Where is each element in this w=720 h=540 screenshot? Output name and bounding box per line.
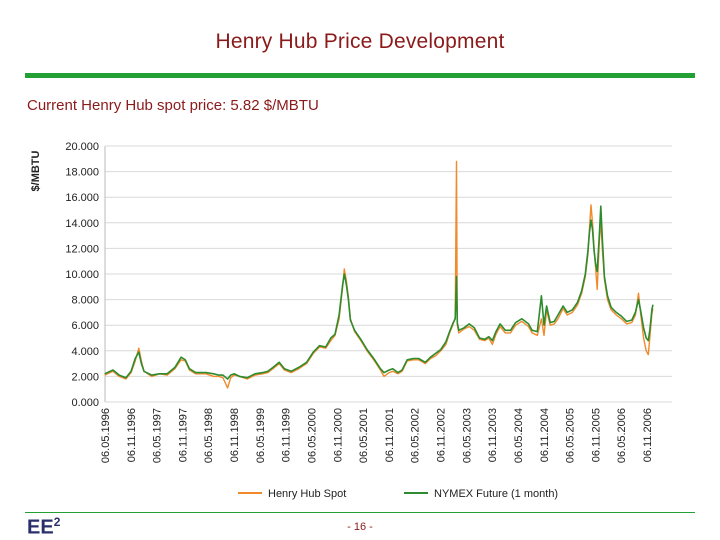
x-tick-label: 06.05.2006 <box>616 408 628 463</box>
x-tick-label: 06.05.1996 <box>100 408 112 463</box>
nymex-future-line <box>104 205 654 380</box>
y-tick-label: 20.000 <box>65 141 99 153</box>
x-tick-label: 06.11.2003 <box>487 408 499 462</box>
y-tick-label: 4.000 <box>71 346 99 358</box>
y-tick-label: 6.000 <box>71 320 99 332</box>
x-tick-label: 06.05.2003 <box>461 408 473 463</box>
company-logo: EE2 <box>27 515 61 539</box>
x-tick-label: 06.11.1999 <box>281 408 293 462</box>
legend-henry-hub-spot-label: Henry Hub Spot <box>268 488 346 500</box>
y-tick-label: 2.000 <box>71 371 99 383</box>
x-tick-label: 06.05.1999 <box>255 408 267 463</box>
page-title: Henry Hub Price Development <box>215 30 505 53</box>
y-tick-label: 0.000 <box>71 397 99 409</box>
y-tick-label: 16.000 <box>65 192 99 204</box>
x-tick-label: 06.11.2001 <box>384 408 396 462</box>
x-tick-label: 06.11.1997 <box>177 408 189 462</box>
x-tick-label: 06.11.2000 <box>332 408 344 462</box>
y-tick-label: 10.000 <box>65 269 99 281</box>
subtitle: Current Henry Hub spot price: 5.82 $/MBT… <box>27 97 319 114</box>
footer-divider <box>25 512 695 513</box>
y-tick-label: 8.000 <box>71 295 99 307</box>
x-tick-label: 06.05.2005 <box>565 408 577 463</box>
title-divider <box>25 73 695 78</box>
x-tick-label: 06.05.2002 <box>410 408 422 463</box>
x-tick-label: 06.11.1996 <box>126 408 138 462</box>
x-tick-label: 06.11.2006 <box>642 408 654 462</box>
y-tick-label: 14.000 <box>65 218 99 230</box>
x-tick-label: 06.11.2002 <box>436 408 448 462</box>
price-chart: 0.000 2.000 4.000 6.000 8.000 10.000 12.000 14.… <box>30 141 672 500</box>
x-tick-label: 06.05.2004 <box>513 408 525 463</box>
x-tick-label: 06.05.2001 <box>358 408 370 463</box>
legend-nymex-future-label: NYMEX Future (1 month) <box>434 488 558 500</box>
henry-hub-spot-line <box>104 160 654 389</box>
y-axis-label: $/MBTU <box>30 150 42 191</box>
page-number: - 16 - <box>347 521 373 533</box>
x-tick-label: 06.05.1998 <box>203 408 215 463</box>
y-tick-label: 18.000 <box>65 167 99 179</box>
x-tick-label: 06.11.2005 <box>590 408 602 462</box>
x-tick-label: 06.11.1998 <box>229 408 241 462</box>
y-tick-label: 12.000 <box>65 243 99 255</box>
x-tick-label: 06.05.1997 <box>152 408 164 463</box>
x-tick-label: 06.11.2004 <box>539 408 551 462</box>
x-tick-label: 06.05.2000 <box>306 408 318 463</box>
